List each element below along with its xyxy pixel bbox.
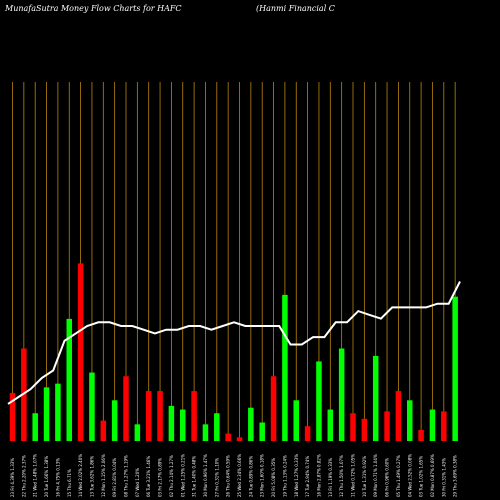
x-tick-label: 27 Fri 0.31% 1.10% <box>214 458 219 497</box>
bar-up <box>293 400 299 441</box>
x-tick-label: 04 Wed 2.52% 0.08% <box>407 454 412 497</box>
x-tick-label: 09 Mon 0.71% 1.04% <box>373 454 378 497</box>
x-tick-label: 23 Fri 4.39% 1.33% <box>10 458 15 497</box>
bar-up <box>338 348 345 441</box>
bar-down <box>9 392 16 441</box>
bar-down <box>191 391 197 441</box>
bar-up <box>214 413 220 441</box>
bar-down <box>361 418 368 441</box>
bars <box>9 263 458 441</box>
bar-up <box>89 372 95 441</box>
bar-down <box>304 426 311 441</box>
bar-up <box>202 424 209 441</box>
x-tick-label: 06 Tue 3.21% 1.46% <box>146 456 151 497</box>
bar-up <box>259 422 265 441</box>
x-tick-label: 02 Mon 0.87% 0.69% <box>430 454 435 497</box>
x-tick-label: 08 Thu 1.27% 1.19% <box>124 455 129 497</box>
x-tick-label: 19 Thu 1.13% 0.24% <box>282 455 287 497</box>
x-tick-label: 16 Fri 4.75% 0.13% <box>55 458 60 497</box>
bar-down <box>123 376 129 441</box>
x-tick-label: 20 Tue 1.66% 1.38% <box>44 456 49 497</box>
bar-up <box>282 294 288 441</box>
x-tick-label: 30 Mon 0.96% 1.47% <box>203 454 208 497</box>
money-flow-line-path <box>7 281 461 405</box>
x-tick-label: 25 Wed 2.34% 0.66% <box>237 454 242 497</box>
x-tick-label: 26 Thu 0.64% 0.59% <box>226 455 231 497</box>
x-tick-label: 22 Thu 2.20% 2.37% <box>21 455 26 497</box>
x-tick-label: 17 Tue 2.94% 0.74% <box>305 456 310 497</box>
bar-down <box>100 420 107 441</box>
bar-down <box>145 391 152 441</box>
x-tick-label: 05 Thu 1.49% 0.27% <box>396 455 401 497</box>
bar-up <box>168 405 175 441</box>
x-tick-label: 18 Wed 1.27% 0.33% <box>294 454 299 497</box>
money-flow-line <box>7 281 461 405</box>
x-tick-label: 13 Fri 1.19% 0.33% <box>328 458 333 497</box>
bar-down <box>270 376 277 441</box>
bar-down <box>225 433 231 441</box>
x-tick-label: 01 Wed 1.25% 0.21% <box>180 454 185 497</box>
bar-up <box>43 387 50 441</box>
bar-down <box>418 429 424 441</box>
x-tick-label: 10 Tue 1.31% 0.92% <box>362 456 367 497</box>
x-tick-label: 03 Fri 2.17% 0.89% <box>158 458 163 497</box>
x-tick-label: 16 Mon 2.87% 0.82% <box>316 454 321 497</box>
bar-down <box>21 348 27 441</box>
bar-up <box>248 407 254 441</box>
bar-down <box>395 391 402 441</box>
bar-down <box>350 413 356 441</box>
x-tick-label: 11 Wed 0.72% 1.05% <box>351 454 356 497</box>
x-tick-label: 23 Mon 1.60% 0.18% <box>260 454 265 497</box>
bar-up <box>372 355 379 441</box>
x-tick-label: 07 Wed 1.20% <box>135 468 140 497</box>
bar-up <box>66 318 72 441</box>
x-tick-label: 14 Wed 2.02% 2.40% <box>78 454 83 497</box>
x-tick-labels: 23 Fri 4.39% 1.33% 22 Thu 2.20% 2.37% 21 W… <box>10 454 458 497</box>
x-tick-label: 12 Mon 1.15% 2.06% <box>101 454 106 497</box>
bar-up <box>180 409 186 441</box>
bar-up <box>452 296 458 441</box>
x-tick-label: 12 Thu 1.50% 1.07% <box>339 455 344 497</box>
bar-up <box>32 413 38 441</box>
chart-subtitle: (Hanmi Financial C <box>256 4 335 13</box>
x-tick-label: 30 Fri 0.31% 1.43% <box>441 458 446 497</box>
x-tick-label: 31 Tue 1.40% 0.48% <box>192 456 197 497</box>
bar-up <box>316 361 322 441</box>
bar-up <box>407 400 413 441</box>
x-tick-label: 21 Wed 1.48% 1.07% <box>33 454 38 497</box>
bar-up <box>55 383 61 441</box>
x-tick-label: 20 Fri 5.08% 0.35% <box>271 458 276 497</box>
x-tick-label: 06 Fri 0.96% 0.60% <box>385 458 390 497</box>
bar-down <box>157 391 163 441</box>
bar-down <box>77 263 84 441</box>
chart-title: MunafaSutra Money Flow Charts for HAFC <box>4 4 182 13</box>
bar-up <box>134 424 141 441</box>
x-tick-label: 15 Thu 6.71% <box>67 469 72 497</box>
bar-down <box>236 437 243 441</box>
bar-down <box>441 411 447 441</box>
x-tick-label: 03 Tue 1.02% 1.65% <box>419 456 424 497</box>
x-tick-label: 29 Thu 3.69% 0.38% <box>453 455 458 497</box>
bar-up <box>327 409 334 441</box>
gridlines <box>12 82 456 441</box>
x-tick-label: 02 Thu 2.14% 1.27% <box>169 455 174 497</box>
x-tick-label: 09 Fri 2.81% 0.04% <box>112 458 117 497</box>
bar-down <box>384 411 390 441</box>
bar-up <box>429 409 436 441</box>
x-tick-label: 24 Tue 0.89% 0.86% <box>248 456 253 497</box>
bar-up <box>111 400 118 441</box>
x-tick-label: 13 Tue 3.62% 1.86% <box>89 456 94 497</box>
